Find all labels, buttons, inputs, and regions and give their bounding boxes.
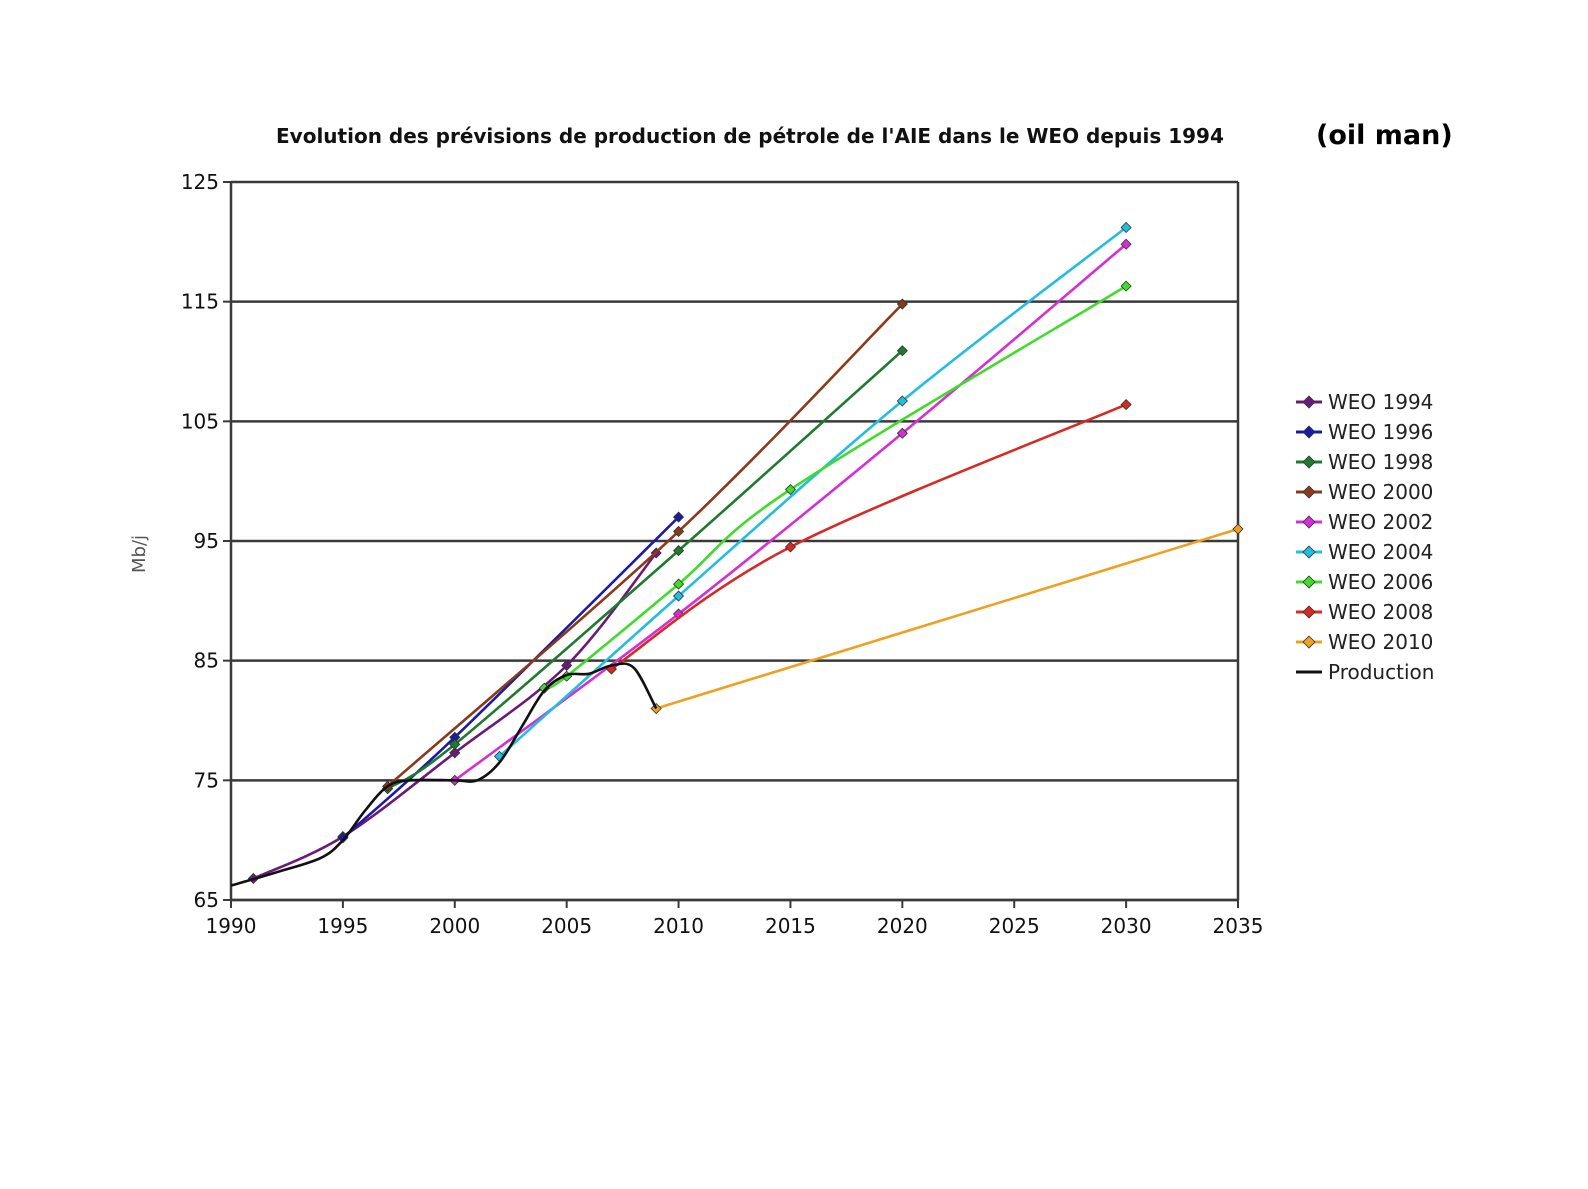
x-tick-label: 2035: [1213, 914, 1264, 938]
data-point-weo-1998: [672, 545, 685, 557]
axes: 65 75 85 95 105 115 125 1990 1995 2000 2005 2010 201…: [181, 170, 1264, 938]
chart-title-extra: (oil man): [1316, 120, 1453, 151]
series-weo-1994: [247, 547, 662, 885]
legend-marker: [1302, 395, 1316, 409]
legend-marker: [1302, 605, 1316, 619]
y-tick-label: 75: [194, 768, 219, 792]
series-weo-2010: [650, 523, 1244, 715]
legend-marker: [1302, 515, 1316, 529]
legend-item-production: Production: [1296, 660, 1434, 684]
legend-item-weo-1996: WEO 1996: [1296, 420, 1433, 444]
data-point-weo-2010: [650, 702, 662, 715]
data-point-weo-2004: [896, 395, 908, 407]
series-line-weo-2002: [454, 243, 1127, 782]
legend-label: WEO 2008: [1328, 600, 1433, 624]
x-tick-label: 2030: [1101, 914, 1152, 938]
legend-item-weo-2010: WEO 2010: [1296, 630, 1433, 654]
series-line-weo-2010: [655, 527, 1239, 710]
y-tick-label: 95: [194, 529, 219, 553]
legend-label: WEO 1998: [1328, 450, 1433, 474]
legend-marker: [1302, 575, 1316, 589]
series-line-weo-1998: [386, 349, 904, 790]
series-weo-2008: [605, 399, 1132, 675]
series-line-weo-2008: [610, 403, 1127, 671]
series-group: [230, 221, 1244, 887]
series-line-production: [230, 662, 658, 887]
x-tick-label: 2005: [541, 914, 592, 938]
data-point-weo-2008: [784, 541, 797, 553]
series-weo-2000: [382, 298, 908, 792]
series-production: [230, 662, 658, 887]
legend-marker: [1302, 425, 1316, 439]
legend-marker: [1302, 455, 1316, 469]
data-point-weo-2002: [896, 427, 908, 439]
legend-label: Production: [1328, 660, 1434, 684]
data-point-weo-1998: [449, 738, 461, 750]
data-point-weo-2006: [784, 483, 797, 496]
series-weo-1996: [337, 511, 685, 844]
chart-title: Evolution des prévisions de production d…: [276, 124, 1224, 148]
x-tick-label: 2000: [429, 914, 480, 938]
legend-label: WEO 1996: [1328, 420, 1433, 444]
x-tick-label: 2010: [653, 914, 704, 938]
legend: WEO 1994 WEO 1996 WEO 1998 WEO 2000 WEO 2002…: [1296, 390, 1434, 684]
data-point-weo-2010: [1232, 523, 1244, 535]
legend-label: WEO 2004: [1328, 540, 1433, 564]
data-point-weo-2002: [1120, 238, 1132, 250]
series-weo-2002: [449, 238, 1132, 786]
x-tick-label: 1990: [206, 914, 257, 938]
series-line-weo-1996: [342, 516, 680, 839]
y-axis-label: Mb/j: [129, 535, 150, 573]
y-tick-label: 115: [181, 290, 219, 314]
legend-item-weo-2004: WEO 2004: [1296, 540, 1433, 564]
data-point-weo-1994: [449, 747, 461, 759]
y-tick-label: 125: [181, 170, 219, 194]
legend-item-weo-2008: WEO 2008: [1296, 600, 1433, 624]
data-point-weo-2000: [672, 525, 685, 537]
data-point-weo-2000: [896, 298, 908, 310]
series-line-weo-2004: [498, 226, 1127, 758]
legend-label: WEO 2002: [1328, 510, 1433, 534]
data-point-weo-2008: [1120, 399, 1132, 411]
data-point-weo-1996: [672, 511, 685, 523]
legend-item-weo-2000: WEO 2000: [1296, 480, 1433, 504]
data-point-weo-1994: [561, 659, 573, 672]
legend-item-weo-2006: WEO 2006: [1296, 570, 1433, 594]
data-point-weo-2006: [1120, 280, 1132, 292]
data-point-weo-2006: [672, 578, 685, 590]
x-tick-label: 2015: [765, 914, 816, 938]
x-tick-label: 2025: [989, 914, 1040, 938]
data-point-weo-1998: [896, 345, 908, 357]
data-point-weo-2004: [1120, 221, 1132, 234]
series-line-weo-1994: [252, 552, 658, 880]
x-tick-label: 1995: [317, 914, 368, 938]
legend-item-weo-1994: WEO 1994: [1296, 390, 1433, 414]
data-point-weo-2004: [672, 590, 685, 602]
legend-label: WEO 2010: [1328, 630, 1433, 654]
legend-marker: [1302, 545, 1316, 559]
legend-item-weo-1998: WEO 1998: [1296, 450, 1433, 474]
legend-label: WEO 1994: [1328, 390, 1433, 414]
legend-item-weo-2002: WEO 2002: [1296, 510, 1433, 534]
legend-label: WEO 2000: [1328, 480, 1433, 504]
series-line-weo-2000: [386, 303, 904, 788]
legend-label: WEO 2006: [1328, 570, 1433, 594]
legend-marker: [1302, 635, 1316, 649]
y-tick-label: 85: [194, 649, 219, 673]
y-tick-label: 65: [194, 888, 219, 912]
x-tick-label: 2020: [877, 914, 928, 938]
y-tick-label: 105: [181, 409, 219, 433]
legend-marker: [1302, 485, 1316, 499]
